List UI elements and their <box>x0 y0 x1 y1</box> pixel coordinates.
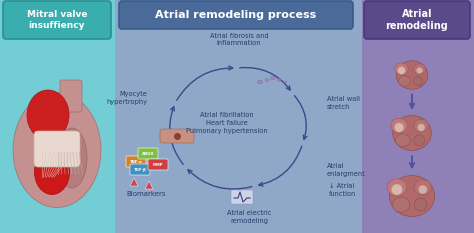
Text: Atrial fibrosis and
inflammation: Atrial fibrosis and inflammation <box>210 32 268 46</box>
Ellipse shape <box>399 76 410 86</box>
Text: ANGII: ANGII <box>142 152 154 156</box>
Text: Atrial
enlargment: Atrial enlargment <box>327 163 366 177</box>
Ellipse shape <box>414 135 425 146</box>
Ellipse shape <box>396 61 428 89</box>
Ellipse shape <box>414 119 428 132</box>
Text: Atrial wall
stretch: Atrial wall stretch <box>327 96 360 110</box>
Text: Atrial fibrillation
Heart failure
Pulmonary hypertension: Atrial fibrillation Heart failure Pulmon… <box>186 112 268 134</box>
FancyBboxPatch shape <box>60 80 82 112</box>
Ellipse shape <box>392 116 431 151</box>
Polygon shape <box>145 181 153 189</box>
Ellipse shape <box>277 79 281 81</box>
Ellipse shape <box>395 63 408 75</box>
Ellipse shape <box>414 198 427 211</box>
Text: Atrial electric
remodeling: Atrial electric remodeling <box>227 210 271 223</box>
FancyBboxPatch shape <box>364 1 470 39</box>
Ellipse shape <box>387 179 407 196</box>
Text: Mitral valve
insuffiency: Mitral valve insuffiency <box>27 10 87 30</box>
Ellipse shape <box>283 81 286 83</box>
Ellipse shape <box>27 90 69 140</box>
Ellipse shape <box>417 68 422 73</box>
Ellipse shape <box>57 128 87 188</box>
FancyBboxPatch shape <box>119 1 353 29</box>
FancyBboxPatch shape <box>126 156 146 167</box>
Ellipse shape <box>391 118 407 133</box>
FancyBboxPatch shape <box>138 148 158 159</box>
Ellipse shape <box>398 67 405 74</box>
FancyBboxPatch shape <box>231 190 253 204</box>
Text: MMP: MMP <box>153 163 164 167</box>
Ellipse shape <box>265 79 269 81</box>
Ellipse shape <box>414 180 431 195</box>
Text: Atrial remodeling process: Atrial remodeling process <box>155 10 317 20</box>
FancyBboxPatch shape <box>148 159 168 170</box>
Text: TNF-α: TNF-α <box>130 160 142 164</box>
FancyBboxPatch shape <box>160 129 194 143</box>
Ellipse shape <box>271 76 275 80</box>
Ellipse shape <box>413 76 422 86</box>
Bar <box>115 0 362 233</box>
Polygon shape <box>130 178 138 186</box>
Text: ↓ Atrial
function: ↓ Atrial function <box>329 183 356 197</box>
Ellipse shape <box>389 175 435 216</box>
Text: TGF-β: TGF-β <box>134 168 146 172</box>
Ellipse shape <box>395 134 410 147</box>
Ellipse shape <box>394 123 404 132</box>
Ellipse shape <box>257 80 263 84</box>
FancyBboxPatch shape <box>130 164 150 175</box>
Ellipse shape <box>413 64 426 74</box>
Bar <box>362 0 474 233</box>
FancyBboxPatch shape <box>34 131 80 167</box>
FancyBboxPatch shape <box>3 1 111 39</box>
Text: Myocyte
hypertrophy: Myocyte hypertrophy <box>106 91 147 105</box>
Ellipse shape <box>392 184 402 195</box>
Text: Atrial
remodeling: Atrial remodeling <box>386 9 448 31</box>
Ellipse shape <box>418 124 425 131</box>
Ellipse shape <box>419 185 427 194</box>
Ellipse shape <box>392 197 410 212</box>
Bar <box>0 0 115 233</box>
Ellipse shape <box>35 150 70 195</box>
Text: Biomarkers: Biomarkers <box>126 191 166 197</box>
Ellipse shape <box>13 93 101 208</box>
